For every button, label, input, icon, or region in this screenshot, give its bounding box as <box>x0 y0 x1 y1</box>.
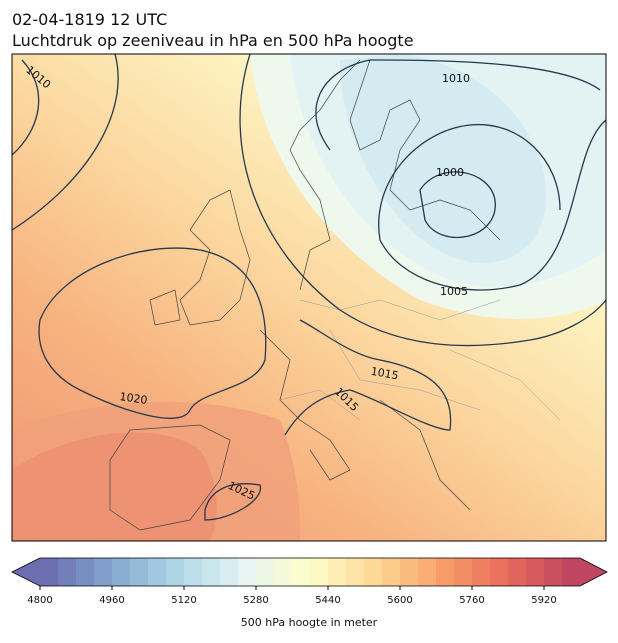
colorbar-segment <box>526 558 545 586</box>
isobar-label: 1015 <box>370 365 400 383</box>
colorbar-segment <box>400 558 419 586</box>
colorbar-tick-label: 5920 <box>531 595 556 606</box>
coastline <box>179 189 251 326</box>
colorbar-segment <box>274 558 293 586</box>
title: 02-04-1819 12 UTC <box>12 10 167 29</box>
colorbar-segment <box>328 558 347 586</box>
colorbar-segment <box>562 558 581 586</box>
colorbar-segment <box>292 558 311 586</box>
colorbar-segment <box>166 558 185 586</box>
colorbar-segment <box>472 558 491 586</box>
colorbar-segment <box>508 558 527 586</box>
colorbar-tick-label: 5760 <box>459 595 484 606</box>
coastline <box>109 289 471 531</box>
colorbar-segment <box>202 558 221 586</box>
colorbar-segment <box>454 558 473 586</box>
colorbar-segment <box>436 558 455 586</box>
isobar <box>12 54 606 347</box>
colorbar-segment <box>94 558 113 586</box>
colorbar-segment <box>130 558 149 586</box>
colorbar-segment <box>58 558 77 586</box>
colorbar-extend <box>12 558 40 586</box>
colorbar-segment <box>184 558 203 586</box>
colorbar-segment <box>220 558 239 586</box>
isobar <box>38 171 496 521</box>
colorbar-tick-label: 5120 <box>171 595 196 606</box>
coastline <box>289 59 501 291</box>
subtitle: Luchtdruk op zeeniveau in hPa en 500 hPa… <box>12 31 414 50</box>
colorbar-segment <box>490 558 509 586</box>
colorbar-segment <box>382 558 401 586</box>
isobar-label: 1000 <box>436 166 464 179</box>
border <box>279 299 561 421</box>
colorbar-segment <box>40 558 59 586</box>
height-band <box>12 432 217 541</box>
colorbar-segment <box>112 558 131 586</box>
colorbar-segment <box>544 558 563 586</box>
colorbar-tick-label: 4960 <box>99 595 124 606</box>
colorbar-segment <box>148 558 167 586</box>
colorbar-segment <box>76 558 95 586</box>
colorbar-extend <box>580 558 607 586</box>
colorbar-segment <box>346 558 365 586</box>
isobar-label: 1005 <box>440 285 468 298</box>
colorbar-outline <box>11 557 608 587</box>
colorbar-segment <box>238 558 257 586</box>
colorbar-label: 500 hPa hoogte in meter <box>241 616 378 629</box>
colorbar-tick-label: 5440 <box>315 595 340 606</box>
colorbar-tick-label: 4800 <box>27 595 52 606</box>
isobar-label: 1020 <box>119 390 149 407</box>
colorbar-tick-label: 5600 <box>387 595 412 606</box>
colorbar-segment <box>310 558 329 586</box>
map: 1010 1010 1000 1005 1015 1015 1020 1025 <box>12 54 606 541</box>
colorbar-segment <box>256 558 275 586</box>
colorbar-segment <box>364 558 383 586</box>
isobar-label: 1010 <box>442 72 470 85</box>
colorbar: 4800 4960 5120 5280 5440 5600 5760 5920 <box>11 557 608 606</box>
colorbar-segment <box>418 558 437 586</box>
map-frame <box>11 53 607 542</box>
colorbar-tick-label: 5280 <box>243 595 268 606</box>
